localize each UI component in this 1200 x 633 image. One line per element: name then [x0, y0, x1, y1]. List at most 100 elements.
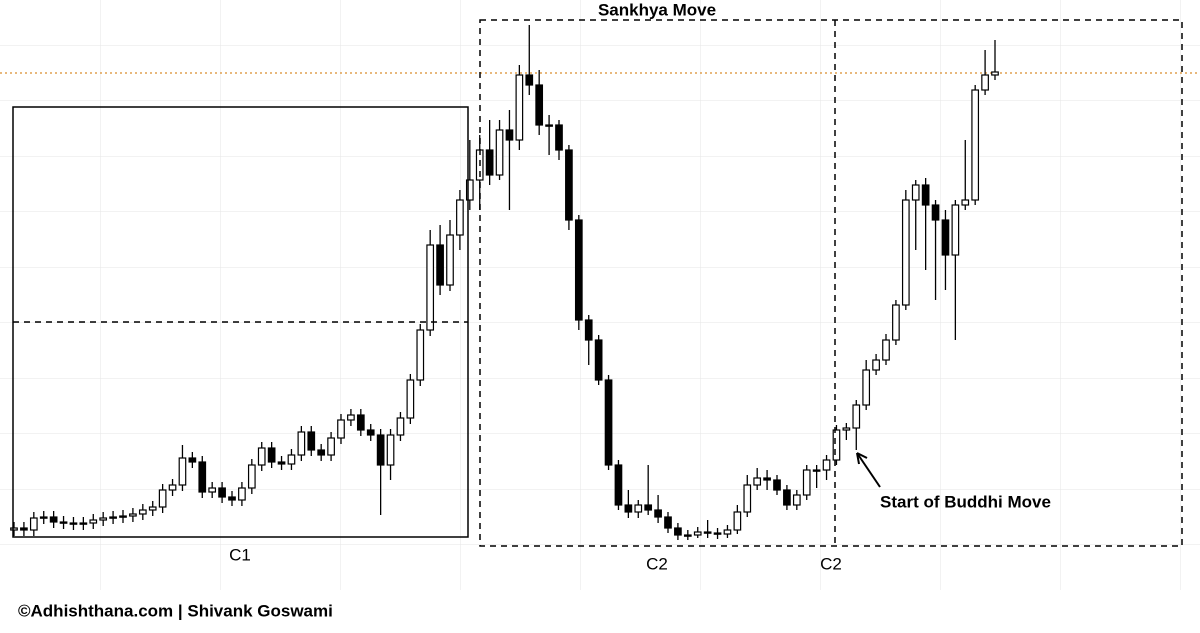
candle-body: [872, 359, 880, 371]
candle-body: [882, 339, 890, 361]
candle-body: [753, 477, 762, 486]
candle-body: [862, 369, 871, 406]
candle-body: [99, 517, 108, 521]
candle-body: [10, 527, 18, 531]
candle-body: [287, 454, 296, 465]
candle-body: [297, 431, 306, 456]
candle-body: [981, 74, 989, 91]
candle-body: [802, 469, 811, 496]
candle-body: [446, 234, 454, 286]
candle-body: [109, 516, 117, 519]
candle-body: [822, 459, 831, 471]
candle-body: [356, 414, 365, 431]
candle-body: [792, 494, 801, 506]
candle-body: [366, 429, 375, 436]
sankhya-box: [479, 19, 1183, 547]
candle-body: [20, 527, 28, 531]
arrow-head: [856, 452, 868, 465]
candle-body: [991, 71, 999, 76]
candle-body: [426, 244, 435, 331]
candle-body: [634, 504, 643, 513]
title: Sankhya Move: [598, 0, 716, 19]
candle-body: [931, 204, 940, 221]
candle-body: [228, 496, 236, 501]
candle-body: [327, 437, 335, 456]
candle-body: [852, 404, 861, 429]
candle-body: [129, 513, 137, 517]
candle-body: [337, 419, 345, 439]
candle-body: [911, 184, 920, 201]
candle-body: [961, 199, 970, 206]
candle-body: [723, 529, 732, 535]
annotation: Start of Buddhi Move: [880, 492, 1051, 511]
candle-body: [693, 531, 702, 536]
candle-body: [703, 531, 712, 534]
candle-body: [644, 504, 653, 511]
candle-body: [456, 199, 464, 236]
candle-body: [89, 519, 98, 524]
candle-body: [842, 427, 851, 431]
candle-body: [773, 479, 781, 491]
candle-body: [683, 534, 692, 537]
candle-body: [525, 74, 534, 86]
candle-body: [654, 509, 662, 518]
candle-body: [535, 84, 544, 126]
candle-body: [465, 179, 474, 201]
candle-body: [743, 484, 752, 513]
candle-body: [951, 204, 960, 256]
candle-body: [79, 522, 88, 525]
candle-body: [555, 124, 563, 151]
candle-body: [238, 487, 246, 501]
candle-body: [168, 484, 177, 491]
candle-body: [594, 339, 603, 381]
candle-body: [188, 457, 197, 463]
candle-body: [59, 521, 68, 524]
candle-body: [664, 516, 672, 529]
candle-body: [971, 89, 980, 201]
candle-body: [674, 527, 682, 536]
candle-body: [505, 129, 514, 141]
candle-body: [495, 129, 504, 176]
candle-body: [119, 515, 127, 518]
candle-body: [485, 149, 494, 176]
candle-body: [307, 431, 316, 451]
candle-body: [138, 509, 147, 515]
candle-body: [584, 319, 593, 341]
candle-body: [406, 379, 415, 419]
candle-body: [901, 199, 910, 306]
candle-body: [148, 506, 157, 511]
candle-body: [783, 489, 791, 506]
candle-body: [49, 516, 58, 523]
candle-body: [832, 429, 841, 461]
candle-body: [277, 461, 286, 465]
candle-body: [416, 329, 425, 381]
candle-body: [921, 184, 930, 206]
candle-body: [436, 244, 444, 286]
footer: ©Adhishthana.com | Shivank Goswami: [18, 601, 333, 620]
annotation: C2: [820, 554, 842, 573]
candle-body: [565, 149, 573, 221]
candle-body: [812, 469, 821, 472]
candle-body: [515, 74, 524, 141]
candle-body: [158, 489, 167, 508]
annotation: C1: [229, 545, 251, 564]
candles: [10, 25, 999, 540]
candle-body: [347, 414, 355, 421]
candle-body: [574, 219, 583, 321]
candle-body: [733, 511, 742, 531]
candle-body: [941, 219, 950, 256]
candle-body: [624, 504, 633, 513]
candle-body: [763, 477, 771, 481]
candle-body: [545, 124, 553, 127]
candle-body: [178, 457, 187, 486]
candle-body: [267, 447, 276, 463]
arrow: [856, 452, 881, 488]
candle-body: [29, 517, 38, 531]
candle-body: [376, 434, 385, 466]
candle-body: [69, 522, 78, 525]
candle-body: [713, 532, 722, 535]
candle-body: [386, 434, 395, 466]
candle-body: [604, 379, 613, 466]
